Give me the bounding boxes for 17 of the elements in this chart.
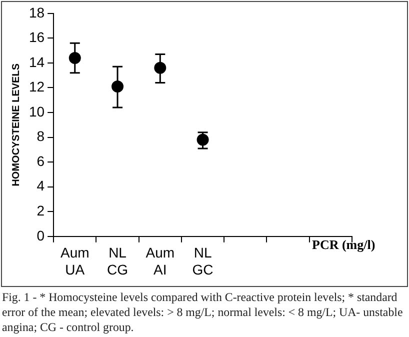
x-tick-label: NL CG <box>107 244 128 278</box>
x-tick-label: Aum AI <box>146 244 175 278</box>
y-tick-label: 6 <box>36 152 45 169</box>
x-tick-label: Aum UA <box>60 244 90 278</box>
y-tick-label: 2 <box>36 202 45 218</box>
caption: Fig. 1 - * Homocysteine levels compared with C-reactive protein levels; * standard error of the mean; elevated levels: > 8 mg/L; normal levels: < 8 mg/L; UA- unstable angina; CG - control group. <box>2 290 404 335</box>
y-tick-label: 0 <box>36 227 45 244</box>
y-tick-label: 4 <box>36 178 45 194</box>
y-tick-label: 8 <box>36 128 45 144</box>
y-axis-title: HOMOCYSTEINE LEVELS <box>10 63 22 186</box>
x-axis-title: PCR (mg/l) <box>312 237 376 253</box>
y-tick-label: 10 <box>28 103 45 120</box>
y-tick-label: 14 <box>28 54 45 70</box>
x-tick-label: NL GC <box>192 244 214 278</box>
y-tick-label: 12 <box>28 78 45 95</box>
y-tick-label: 18 <box>28 4 45 20</box>
y-tick-label: 16 <box>28 29 45 46</box>
